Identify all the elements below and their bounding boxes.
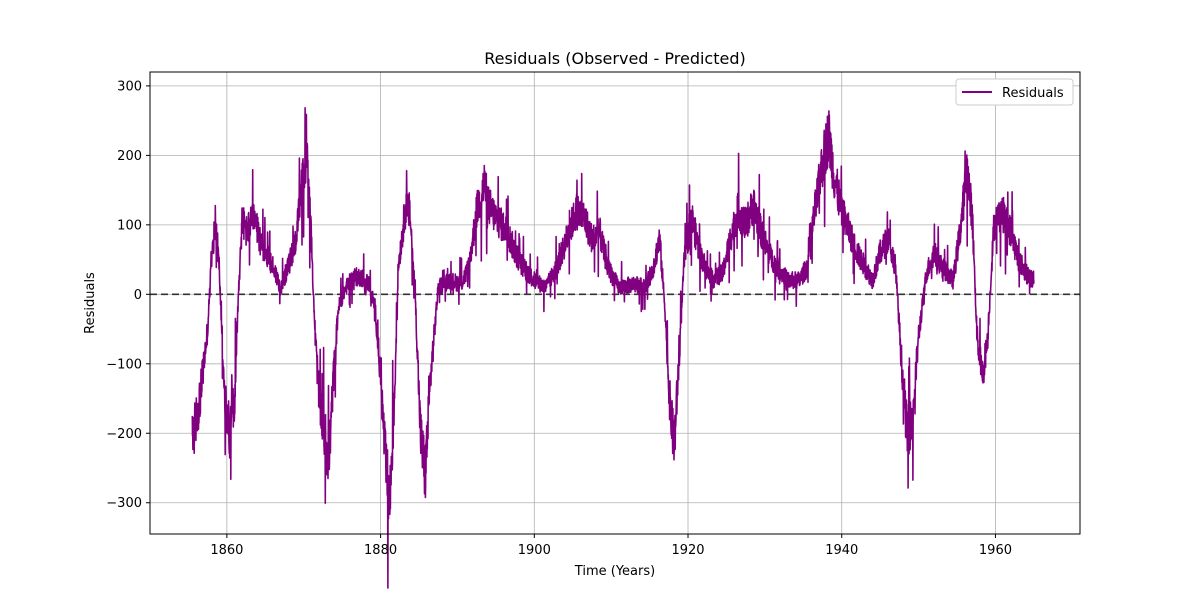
y-tick-label: −100 <box>106 357 142 372</box>
chart-title: Residuals (Observed - Predicted) <box>484 49 746 68</box>
residuals-series <box>191 107 1035 589</box>
x-tick-label: 1900 <box>518 543 551 558</box>
y-axis-ticks: −300 −200 −100 0 100 200 300 <box>106 79 150 511</box>
y-tick-label: −200 <box>106 427 142 442</box>
legend-label: Residuals <box>1002 86 1064 101</box>
x-tick-label: 1940 <box>825 543 858 558</box>
legend: Residuals <box>955 78 1074 106</box>
x-tick-label: 1920 <box>671 543 704 558</box>
y-tick-label: 300 <box>117 79 142 94</box>
x-axis-ticks: 1860 1880 1900 1920 1940 1960 <box>210 534 1012 558</box>
y-tick-label: −300 <box>106 496 142 511</box>
residuals-line <box>191 107 1035 589</box>
y-axis-title: Residuals <box>83 272 98 334</box>
plot-frame <box>149 71 1081 535</box>
x-tick-label: 1960 <box>979 543 1012 558</box>
y-tick-label: 100 <box>117 218 142 233</box>
x-tick-label: 1880 <box>364 543 397 558</box>
y-tick-label: 200 <box>117 149 142 164</box>
legend-box <box>955 78 1074 106</box>
y-tick-label: 0 <box>134 288 142 303</box>
x-tick-label: 1860 <box>210 543 243 558</box>
x-axis-title: Time (Years) <box>574 564 655 579</box>
